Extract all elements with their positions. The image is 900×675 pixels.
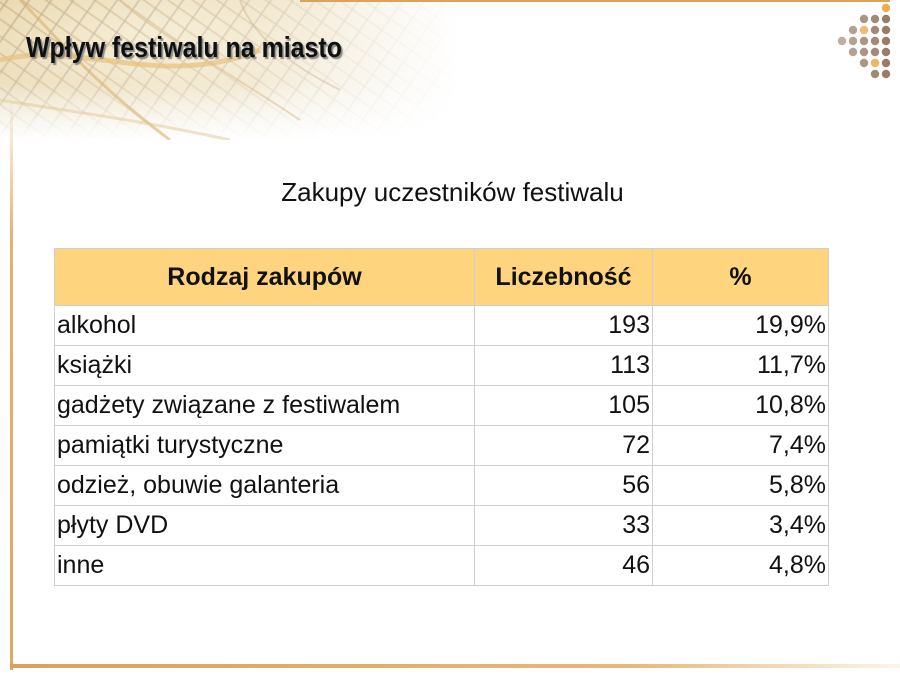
decor-dot (881, 58, 891, 68)
decor-dot (881, 14, 891, 24)
decor-dot (859, 14, 869, 24)
decor-dot (848, 36, 858, 46)
frame-top-line (300, 0, 890, 2)
slide-title: Wpływ festiwalu na miasto (26, 32, 342, 64)
row-count: 56 (474, 465, 653, 506)
table-row: odzież, obuwie galanteria 56 5,8% (54, 465, 829, 506)
row-count: 105 (474, 385, 653, 426)
row-percent: 11,7% (652, 345, 829, 386)
decor-dot (848, 25, 858, 35)
frame-left-line (10, 95, 13, 670)
row-category: płyty DVD (54, 505, 475, 546)
decor-dot (859, 36, 869, 46)
decor-dot (870, 36, 880, 46)
row-category: pamiątki turystyczne (54, 425, 475, 466)
row-percent: 7,4% (652, 425, 829, 466)
row-category: odzież, obuwie galanteria (54, 465, 475, 506)
table-title: Zakupy uczestników festiwalu (281, 177, 624, 207)
decor-dot (870, 14, 880, 24)
header-count: Liczebność (474, 248, 653, 306)
decor-dot (848, 47, 858, 57)
table-row: pamiątki turystyczne 72 7,4% (54, 425, 829, 466)
row-category: książki (54, 345, 475, 386)
purchases-table: Rodzaj zakupów Liczebność % alkohol 193 … (54, 248, 829, 586)
row-count: 46 (474, 545, 653, 586)
dot-pattern-decoration (837, 3, 891, 79)
row-count: 33 (474, 505, 653, 546)
decor-dot (870, 58, 880, 68)
decor-dot (881, 36, 891, 46)
table-row: książki 113 11,7% (54, 345, 829, 386)
decor-dot (881, 3, 891, 13)
decor-dot (881, 69, 891, 79)
row-category: gadżety związane z festiwalem (54, 385, 475, 426)
row-count: 193 (474, 305, 653, 346)
frame-bottom-line (10, 664, 900, 668)
row-percent: 10,8% (652, 385, 829, 426)
row-count: 113 (474, 345, 653, 386)
decor-dot (859, 47, 869, 57)
decor-dot (859, 58, 869, 68)
header-category: Rodzaj zakupów (54, 248, 475, 306)
row-category: inne (54, 545, 475, 586)
table-row: alkohol 193 19,9% (54, 305, 829, 346)
row-percent: 3,4% (652, 505, 829, 546)
row-category: alkohol (54, 305, 475, 346)
decor-dot (837, 36, 847, 46)
table-row: płyty DVD 33 3,4% (54, 505, 829, 546)
row-percent: 4,8% (652, 545, 829, 586)
map-background-decoration (0, 0, 460, 140)
table-header-row: Rodzaj zakupów Liczebność % (54, 248, 829, 306)
row-percent: 19,9% (652, 305, 829, 346)
decor-dot (870, 69, 880, 79)
row-count: 72 (474, 425, 653, 466)
table-row: inne 46 4,8% (54, 545, 829, 586)
decor-dot (881, 47, 891, 57)
decor-dot (859, 25, 869, 35)
header-percent: % (652, 248, 829, 306)
row-percent: 5,8% (652, 465, 829, 506)
decor-dot (870, 25, 880, 35)
table-row: gadżety związane z festiwalem 105 10,8% (54, 385, 829, 426)
decor-dot (870, 47, 880, 57)
decor-dot (881, 25, 891, 35)
